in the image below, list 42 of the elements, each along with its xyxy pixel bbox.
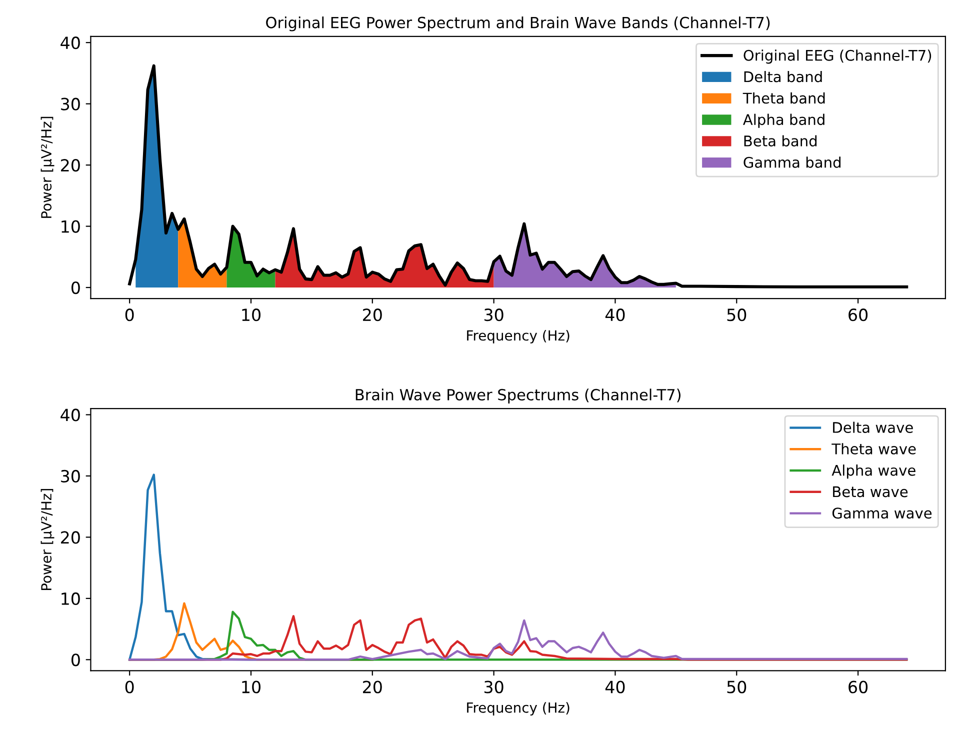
legend-label: Theta band: [742, 92, 825, 104]
y-tick-label: 30: [61, 98, 80, 110]
legend-label: Alpha wave: [832, 464, 916, 479]
y-tick-label: 20: [61, 531, 80, 544]
y-tick-label: 0: [72, 654, 80, 666]
x-tick-label: 60: [848, 308, 868, 322]
legend-label: Beta band: [744, 135, 817, 146]
x-tick-label: 10: [242, 680, 260, 694]
x-axis-title: Frequency (Hz): [467, 702, 570, 716]
legend-label: Original EEG (Channel-T7): [744, 50, 932, 64]
x-tick-label: 0: [125, 308, 134, 322]
y-axis-title: Power [μV²/Hz]: [40, 489, 54, 590]
y-tick-label: 10: [62, 220, 80, 233]
y-axis-title: Power [μV²/Hz]: [40, 116, 54, 218]
legend-label: Theta wave: [832, 443, 916, 454]
x-axis-title: Frequency (Hz): [467, 330, 570, 344]
legend-label: Delta band: [744, 70, 822, 82]
x-tick-label: 50: [727, 680, 746, 694]
x-tick-label: 10: [242, 308, 260, 322]
x-tick-label: 30: [484, 680, 504, 694]
x-tick-label: 20: [363, 680, 382, 694]
y-tick-label: 0: [72, 281, 80, 294]
x-tick-label: 20: [363, 308, 382, 322]
x-tick-label: 0: [125, 680, 134, 694]
x-tick-label: 40: [605, 308, 625, 322]
y-tick-label: 30: [61, 470, 80, 483]
legend-label: Delta wave: [833, 422, 913, 434]
legend-label: Alpha band: [743, 114, 824, 128]
y-tick-label: 20: [61, 159, 80, 172]
legend-label: Gamma wave: [832, 508, 932, 519]
chart-title: Original EEG Power Spectrum and Brain Wave Bands (Channel-T7): [266, 16, 770, 32]
chart-title: Brain Wave Power Spectrums (Channel-T7): [356, 388, 680, 404]
y-tick-label: 40: [60, 36, 80, 50]
legend-label: Gamma band: [744, 156, 840, 168]
y-tick-label: 40: [60, 408, 80, 422]
x-tick-label: 50: [727, 308, 746, 322]
x-tick-label: 60: [848, 680, 868, 694]
line-series: [128, 64, 908, 288]
y-tick-label: 10: [62, 592, 80, 605]
x-tick-label: 30: [484, 308, 504, 322]
legend-label: Beta wave: [833, 486, 908, 498]
x-tick-label: 40: [605, 680, 625, 694]
